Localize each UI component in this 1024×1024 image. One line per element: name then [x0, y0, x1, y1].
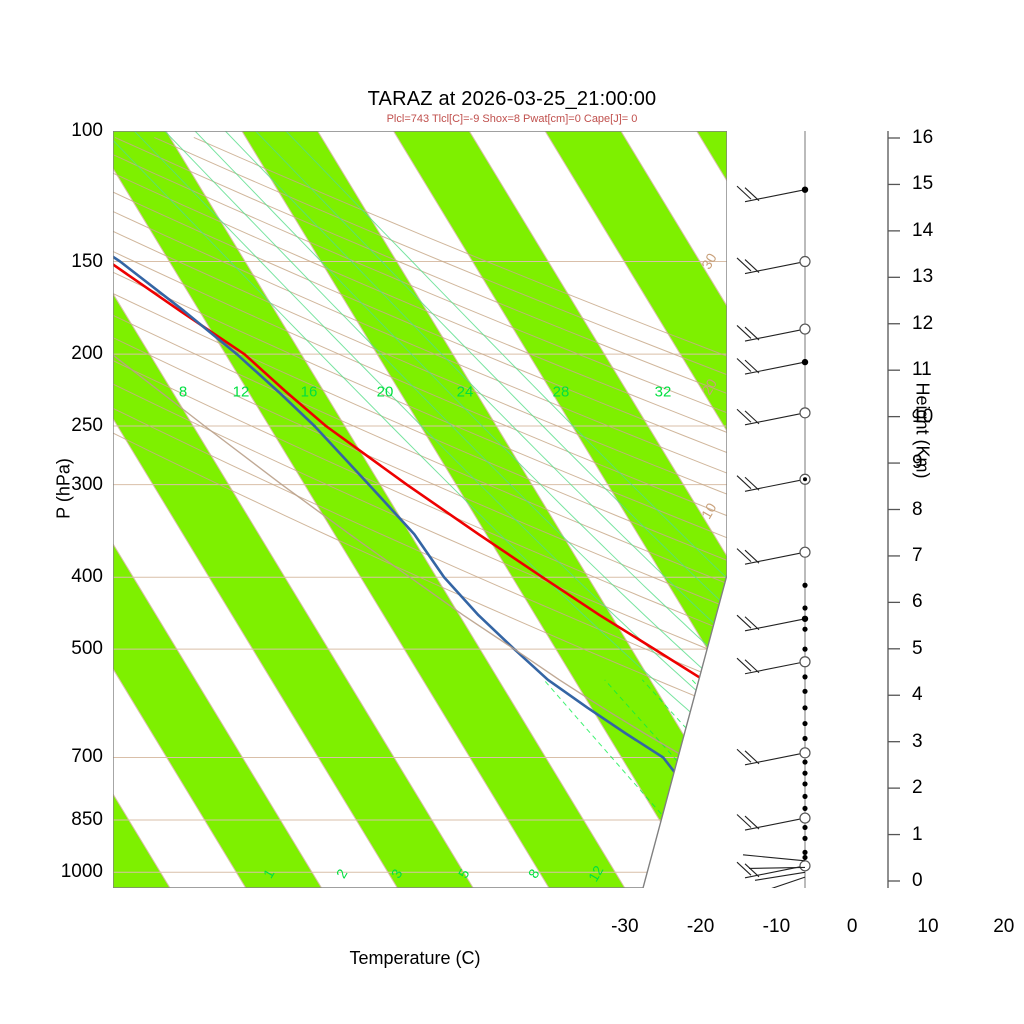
wind-barb: [736, 185, 809, 203]
plot-frame: [113, 131, 727, 888]
pressure-tick-850: 850: [71, 808, 103, 830]
height-tick-2: 2: [912, 777, 923, 799]
pressure-tick-500: 500: [71, 638, 103, 660]
svg-text:32: 32: [655, 383, 672, 400]
wind-barb: [736, 407, 811, 426]
pressure-axis-labels: 100 150 200 250 300 400 500 700 850 1000: [0, 120, 103, 888]
wind-barb: [736, 358, 809, 375]
pressure-tick-150: 150: [71, 250, 103, 272]
svg-text:20: 20: [663, 863, 685, 885]
wind-barb: [736, 860, 811, 879]
temperature-axis-title: Temperature (C): [349, 948, 481, 968]
height-tick-4: 4: [912, 684, 923, 706]
page-title: TARAZ at 2026-03-25_21:00:00: [367, 88, 657, 110]
pressure-tick-200: 200: [71, 343, 103, 365]
height-axis-labels: 0 1 2 3 4 5 6 7 8 9 10 11 12 13 14 15 16: [900, 127, 980, 891]
wind-barb: [736, 323, 811, 342]
height-axis-line: [887, 131, 900, 888]
wind-barb: [736, 255, 811, 275]
height-tick-8: 8: [912, 498, 923, 520]
dry-adiabat-lines: [113, 136, 727, 888]
temperature-tick-0: 0: [846, 916, 858, 937]
svg-text:16: 16: [301, 383, 318, 400]
wind-barb: [736, 747, 811, 766]
svg-text:8: 8: [179, 383, 187, 400]
temperature-tick-10: 10: [917, 916, 939, 937]
pressure-tick-700: 700: [71, 746, 103, 768]
svg-text:10: 10: [698, 500, 720, 522]
wind-barb-column: [736, 131, 811, 888]
wind-barb: [736, 473, 811, 492]
skewt-plot-area[interactable]: 10 20 30 8 12 16 20 24 28 32 1 2 3 5 8 12 20: [113, 131, 727, 888]
height-tick-12: 12: [912, 312, 934, 334]
temperature-tick-20: 20: [993, 916, 1015, 937]
isobar-lines: [113, 131, 727, 873]
svg-text:20: 20: [698, 376, 720, 398]
height-tick-6: 6: [912, 591, 923, 613]
height-tick-1: 1: [912, 823, 923, 845]
height-tick-9: 9: [912, 452, 923, 474]
height-tick-11: 11: [912, 359, 932, 381]
svg-text:30: 30: [698, 250, 720, 272]
svg-text:20: 20: [377, 383, 394, 400]
wind-barb: [736, 656, 811, 675]
svg-text:28: 28: [553, 383, 570, 400]
height-tick-13: 13: [912, 266, 934, 288]
height-tick-10: 10: [912, 405, 934, 427]
wind-barb: [736, 812, 811, 831]
height-tick-0: 0: [912, 870, 923, 891]
pressure-tick-400: 400: [71, 566, 103, 588]
wind-barb: [736, 614, 809, 632]
pressure-tick-300: 300: [71, 473, 103, 495]
sounding-indices-subtitle: Plcl=743 Tlcl[C]=-9 Shox=8 Pwat[cm]=0 Ca…: [386, 113, 638, 125]
height-tick-16: 16: [912, 127, 934, 148]
temperature-tick--10: -10: [762, 916, 791, 937]
svg-text:24: 24: [457, 383, 474, 400]
temperature-axis-labels: -30-20-10010203040: [0, 916, 1024, 946]
svg-text:12: 12: [233, 383, 250, 400]
height-tick-3: 3: [912, 730, 923, 752]
pressure-tick-100: 100: [71, 120, 103, 141]
wind-barb: [736, 546, 811, 565]
temperature-tick--20: -20: [686, 916, 715, 937]
svg-text:12: 12: [585, 863, 607, 885]
pressure-axis-title: P (hPa): [53, 458, 74, 519]
height-tick-14: 14: [912, 219, 934, 241]
height-tick-15: 15: [912, 173, 934, 195]
height-tick-7: 7: [912, 544, 923, 566]
shaded-bands: [113, 131, 727, 888]
temperature-tick--30: -30: [611, 916, 639, 937]
pressure-tick-250: 250: [71, 414, 103, 436]
pressure-tick-1000: 1000: [60, 861, 103, 883]
height-tick-5: 5: [912, 637, 923, 659]
svg-text:2: 2: [333, 866, 351, 881]
